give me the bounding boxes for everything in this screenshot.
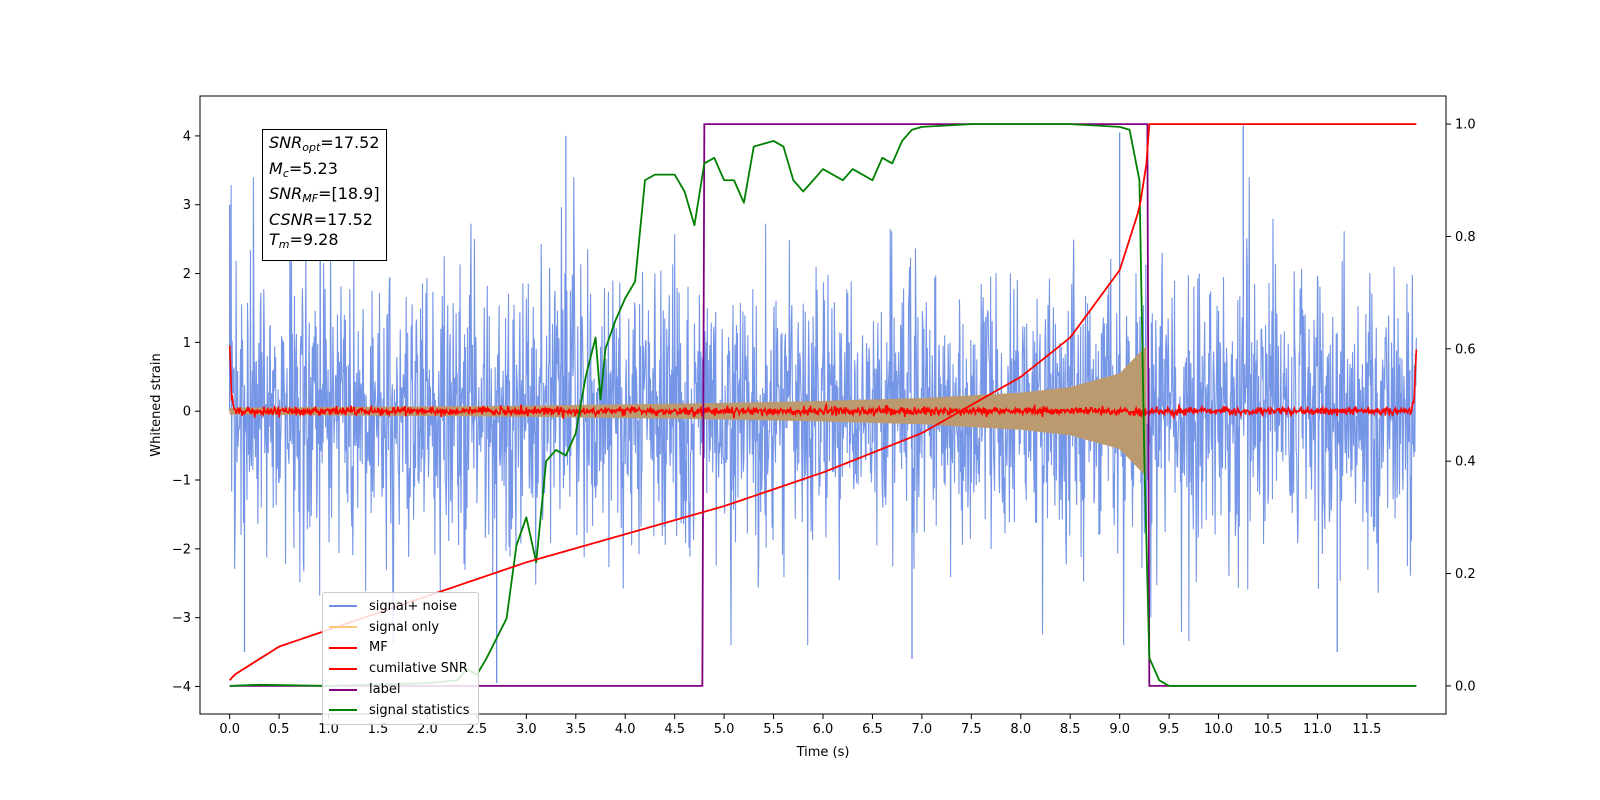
y2-tick-label: 1.0 bbox=[1455, 118, 1476, 133]
y-axis-left: 4 3 2 1 0 −1 −2 −3 −4 bbox=[172, 129, 200, 695]
x-tick-label: 1.0 bbox=[318, 722, 339, 737]
x-tick-label: 1.5 bbox=[368, 722, 389, 737]
mc-line: Mc=5.23 bbox=[269, 158, 338, 180]
y-tick-label: −2 bbox=[172, 542, 191, 557]
legend-label: cumilative SNR bbox=[369, 661, 468, 677]
snr-opt-line: SNRopt=17.52 bbox=[269, 133, 380, 154]
x-tick-label: 3.5 bbox=[565, 722, 586, 737]
x-tick-label: 4.0 bbox=[615, 722, 636, 737]
y-tick-label: −4 bbox=[172, 680, 191, 695]
x-tick-label: 11.0 bbox=[1303, 722, 1332, 737]
x-tick-label: 0.0 bbox=[219, 722, 240, 737]
tm-value: 9.28 bbox=[302, 230, 339, 249]
snr-mf-line: SNRMF=[18.9] bbox=[269, 184, 380, 205]
csnr-value: 17.52 bbox=[327, 209, 373, 229]
legend-label: MF bbox=[369, 640, 388, 656]
mc-value: 5.23 bbox=[302, 158, 338, 178]
y-tick-label: 1 bbox=[183, 336, 191, 351]
x-tick-label: 11.5 bbox=[1352, 722, 1381, 737]
y-tick-label: −1 bbox=[172, 474, 191, 489]
legend-swatch bbox=[329, 626, 357, 629]
legend-label: signal+ noise bbox=[369, 598, 458, 614]
x-tick-label: 8.5 bbox=[1060, 722, 1081, 737]
legend-swatch bbox=[329, 605, 357, 608]
y-tick-label: 3 bbox=[183, 198, 191, 213]
x-tick-label: 2.0 bbox=[417, 722, 438, 737]
y2-tick-label: 0.2 bbox=[1455, 567, 1476, 582]
x-tick-label: 0.5 bbox=[269, 722, 290, 737]
y2-tick-label: 0.6 bbox=[1455, 342, 1476, 357]
x-tick-label: 2.5 bbox=[467, 722, 488, 737]
x-tick-label: 3.0 bbox=[516, 722, 537, 737]
y2-tick-label: 0.4 bbox=[1455, 455, 1476, 470]
legend-label: label bbox=[369, 682, 401, 698]
csnr-line: CSNR=17.52 bbox=[269, 209, 373, 229]
tm-line: Tm=9.28 bbox=[269, 230, 339, 251]
x-tick-label: 5.0 bbox=[714, 722, 735, 737]
snr-opt-value: 17.52 bbox=[333, 133, 380, 152]
legend-item-signal-only: signal only bbox=[329, 617, 470, 638]
legend-item-signal-statistics: signal statistics bbox=[329, 700, 470, 721]
legend-item-signal-noise: signal+ noise bbox=[329, 596, 470, 617]
legend-item-label: label bbox=[329, 679, 470, 700]
x-tick-label: 5.5 bbox=[763, 722, 784, 737]
legend: signal+ noise signal only MF cumilative … bbox=[322, 592, 479, 725]
series-signal-statistics-line bbox=[229, 123, 1417, 687]
x-tick-label: 4.5 bbox=[664, 722, 685, 737]
legend-item-cumulative-snr: cumilative SNR bbox=[329, 658, 470, 679]
x-tick-label: 10.0 bbox=[1204, 722, 1233, 737]
legend-item-mf: MF bbox=[329, 638, 470, 659]
y-tick-label: 4 bbox=[183, 129, 191, 144]
legend-label: signal only bbox=[369, 619, 440, 635]
y-axis-label: Whitened strain bbox=[149, 353, 164, 456]
legend-swatch bbox=[329, 667, 357, 670]
snr-mf-value: [18.9] bbox=[331, 184, 380, 203]
x-tick-label: 6.5 bbox=[862, 722, 883, 737]
y2-tick-label: 0.8 bbox=[1455, 230, 1476, 245]
y2-tick-label: 0.0 bbox=[1455, 679, 1476, 694]
x-tick-label: 8.0 bbox=[1010, 722, 1031, 737]
y-axis-right: 1.0 0.8 0.6 0.4 0.2 0.0 bbox=[1446, 118, 1476, 694]
y-tick-label: −3 bbox=[172, 611, 191, 626]
x-tick-label: 7.5 bbox=[961, 722, 982, 737]
x-tick-label: 6.0 bbox=[813, 722, 834, 737]
legend-swatch bbox=[329, 709, 357, 712]
y-tick-label: 0 bbox=[183, 405, 191, 420]
legend-swatch bbox=[329, 646, 357, 649]
x-tick-label: 7.0 bbox=[912, 722, 933, 737]
y-tick-label: 2 bbox=[183, 267, 191, 282]
legend-swatch bbox=[329, 688, 357, 691]
legend-label: signal statistics bbox=[369, 702, 470, 718]
series-mf-line bbox=[228, 345, 1418, 421]
x-tick-label: 9.5 bbox=[1159, 722, 1180, 737]
x-tick-label: 10.5 bbox=[1254, 722, 1283, 737]
snr-annotation-box: SNRopt=17.52 Mc=5.23 SNRMF=[18.9] CSNR=1… bbox=[262, 129, 387, 261]
x-axis-label: Time (s) bbox=[796, 745, 850, 760]
series-signal-noise-line bbox=[229, 177, 1417, 646]
x-tick-label: 9.0 bbox=[1109, 722, 1130, 737]
